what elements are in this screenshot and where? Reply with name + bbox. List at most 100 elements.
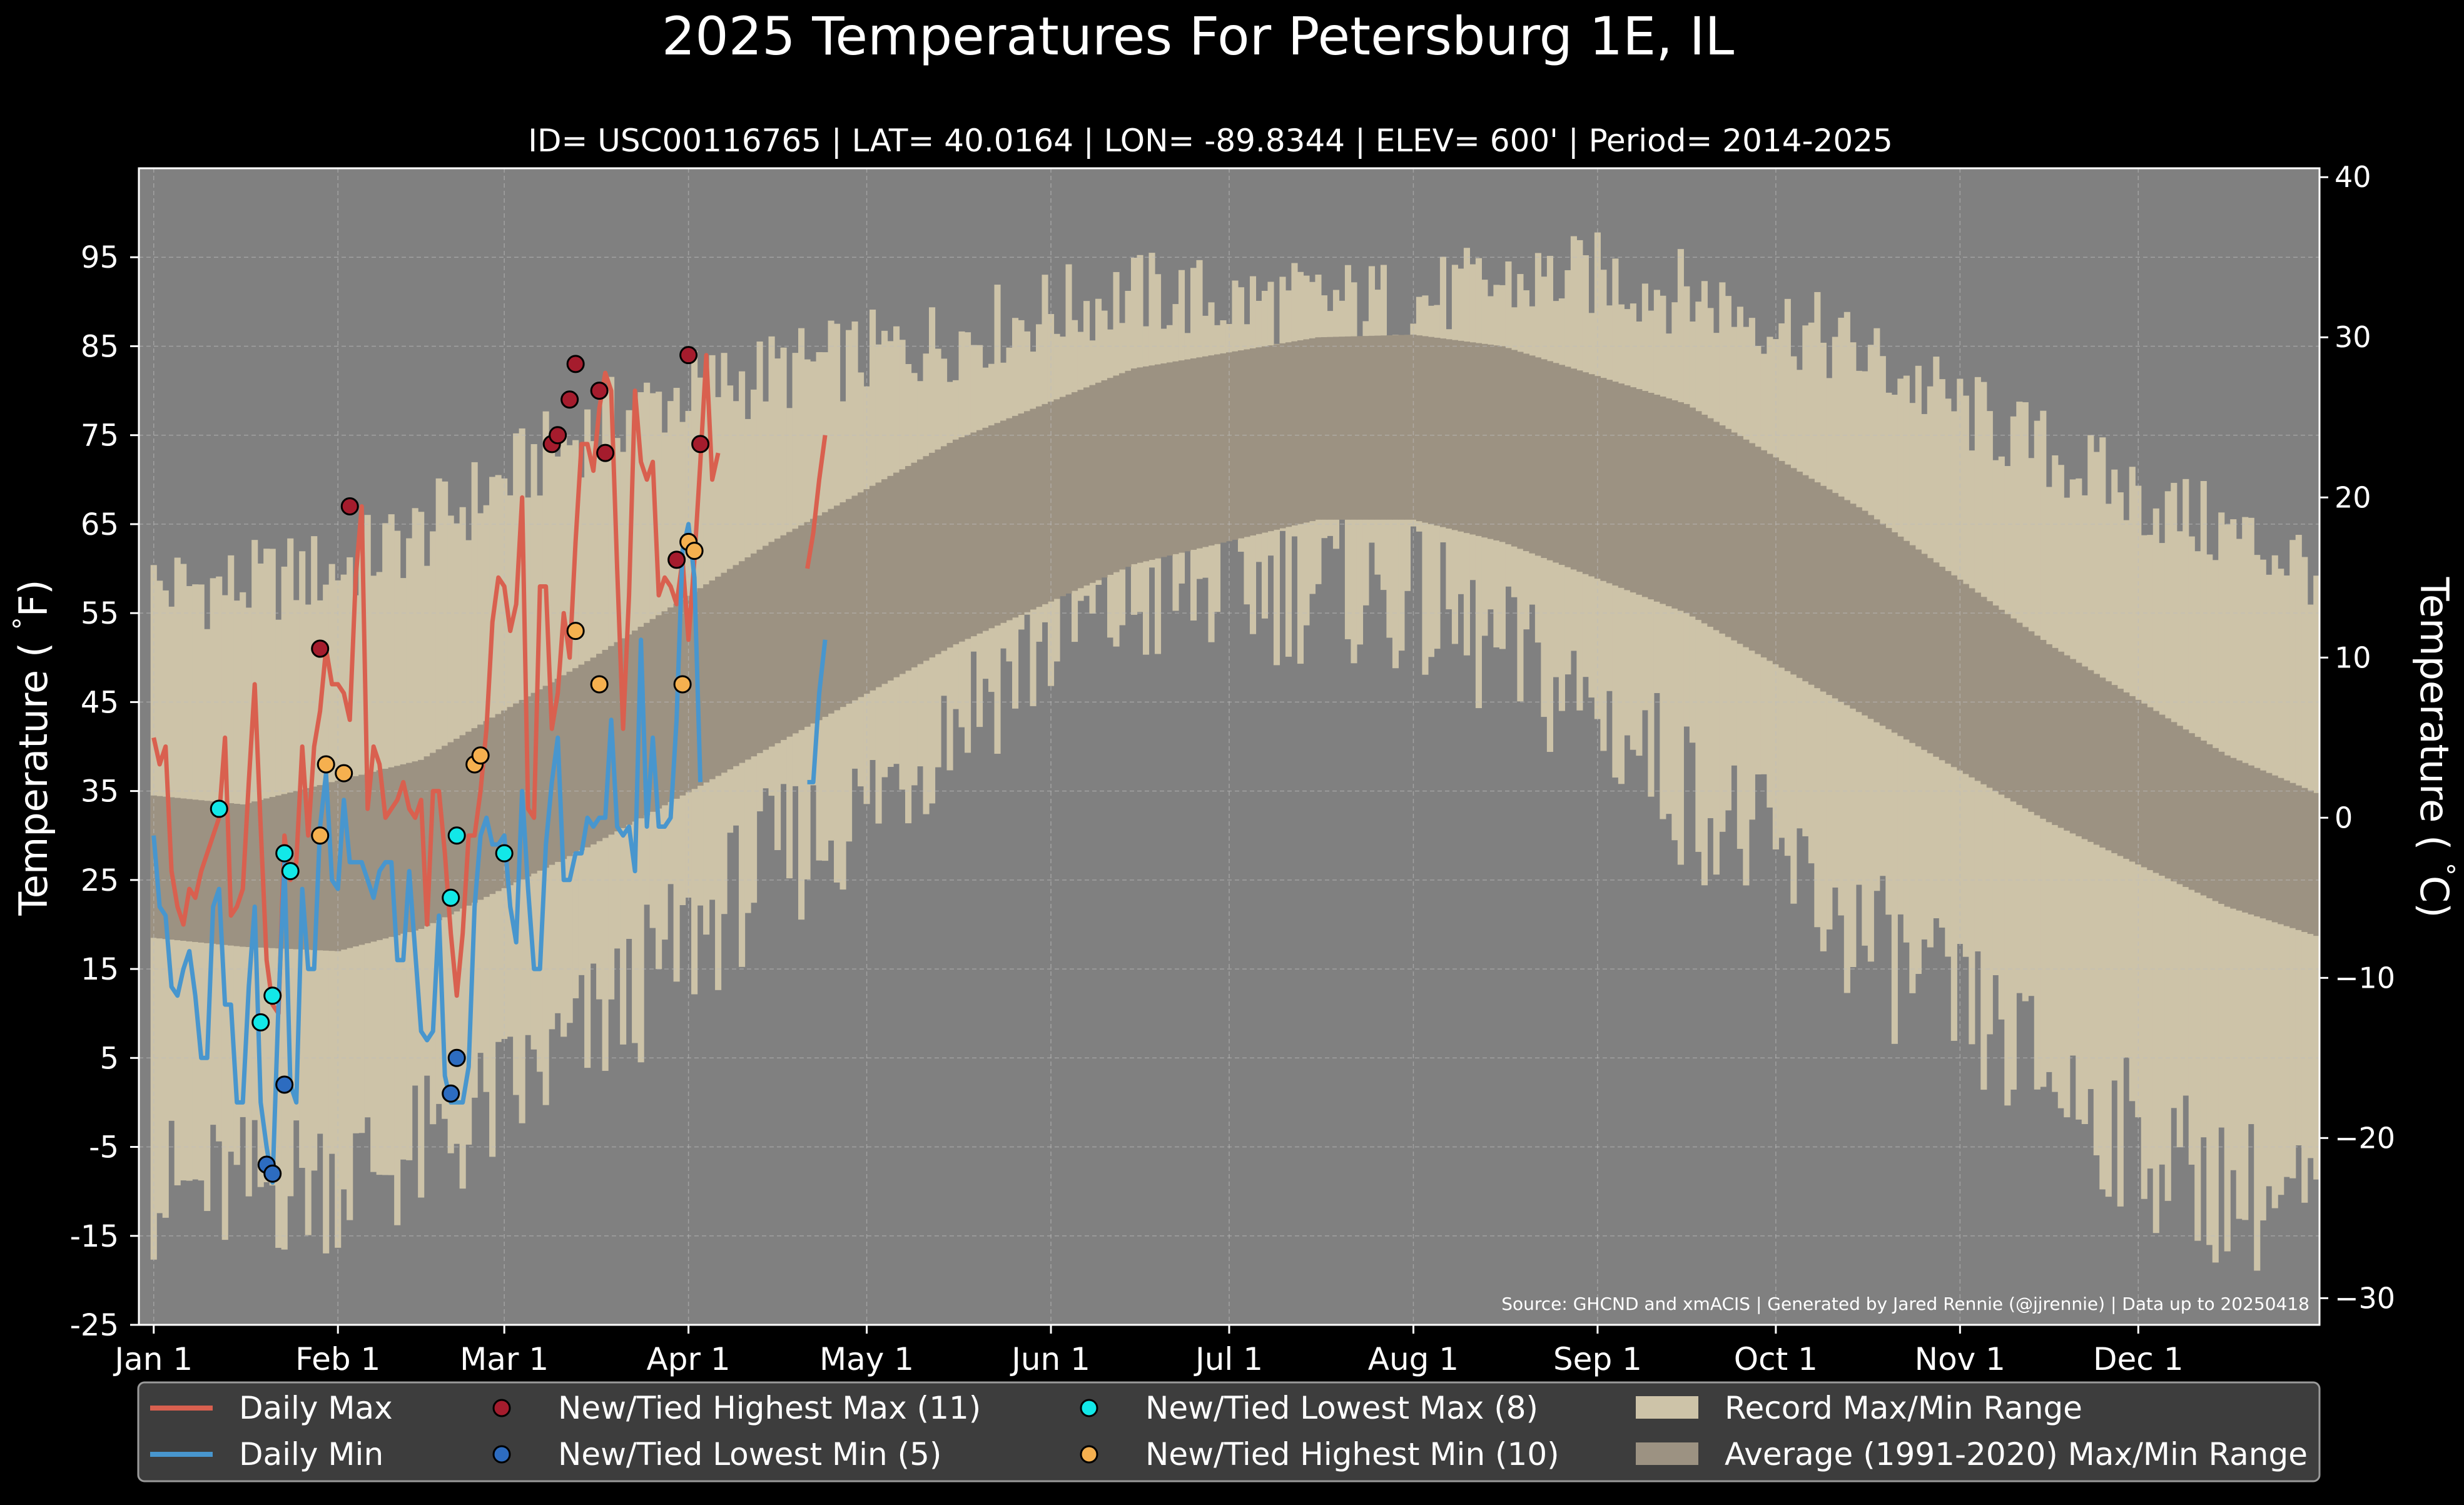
average-range-bar (2052, 647, 2059, 825)
average-range-bar (1469, 342, 1476, 535)
average-range-bar (1576, 370, 1583, 572)
average-range-bar (1023, 411, 1031, 612)
average-range-bar (1820, 485, 1827, 692)
average-range-bar (1077, 390, 1084, 589)
average-range-bar (2057, 651, 2064, 828)
average-range-bar (251, 801, 258, 948)
highest-min-marker (685, 542, 704, 560)
average-range-bar (2289, 783, 2296, 928)
average-range-bar (2278, 778, 2284, 925)
average-range-bar (1380, 335, 1387, 520)
average-range-bar (2212, 747, 2219, 901)
y-tick-label-c: −10 (2335, 961, 2395, 995)
average-range-bar (1214, 354, 1221, 544)
y-tick-label-f: 75 (81, 418, 119, 454)
average-range-bar (887, 475, 894, 681)
y-tick-label-f: 65 (81, 507, 119, 542)
average-range-bar (881, 479, 888, 684)
average-range-bar (721, 572, 728, 773)
average-range-bar (584, 661, 591, 848)
legend-marker-highest-min (1080, 1445, 1098, 1464)
highest-min-marker (471, 746, 490, 765)
average-range-bar (2016, 622, 2023, 805)
average-range-bar (1321, 337, 1328, 520)
average-range-bar (1059, 397, 1067, 597)
average-range-bar (1927, 558, 1934, 754)
average-range-bar (858, 492, 864, 697)
average-range-bar (1969, 588, 1975, 778)
average-range-bar (1095, 382, 1102, 580)
average-range-bar (2254, 768, 2261, 917)
average-range-bar (400, 764, 407, 934)
average-range-bar (412, 761, 418, 931)
highest-min-marker (590, 675, 609, 694)
average-range-bar (1130, 368, 1138, 564)
average-range-bar (1564, 367, 1571, 567)
average-range-bar (1416, 335, 1423, 522)
average-range-bar (1862, 510, 1868, 716)
axis-label-text: C) (2411, 876, 2457, 918)
average-range-bar (311, 786, 318, 950)
average-range-bar (245, 803, 252, 947)
average-range-bar (1689, 407, 1696, 617)
average-range-bar (899, 469, 906, 674)
average-range-bar (1713, 422, 1720, 631)
highest-max-marker (691, 435, 710, 454)
average-range-bar (1855, 507, 1862, 712)
average-range-bar (905, 466, 912, 671)
y-tick-label-c: −30 (2335, 1281, 2395, 1315)
average-range-bar (1517, 352, 1524, 549)
average-range-bar (667, 607, 674, 803)
daily-max-line-segment (805, 435, 828, 569)
highest-min-marker (317, 755, 335, 774)
y-tick-label-f: -25 (70, 1308, 119, 1343)
x-tick-label: Dec 1 (2093, 1341, 2183, 1377)
average-range-bar (1434, 337, 1441, 526)
average-range-bar (2111, 685, 2118, 853)
average-range-bar (2171, 722, 2178, 881)
daily-max-line (151, 353, 721, 1016)
average-range-bar (174, 798, 181, 941)
y-tick-label-f: 85 (81, 329, 119, 364)
average-range-bar (917, 459, 924, 664)
average-range-bar (1606, 380, 1613, 584)
average-range-bar (1558, 365, 1565, 565)
average-range-bar (186, 799, 193, 941)
average-range-bar (620, 638, 627, 828)
average-range-bar (1392, 335, 1399, 520)
average-range-bar (1838, 496, 1845, 702)
average-range-bar (1493, 345, 1500, 540)
lowest-max-marker (263, 986, 282, 1005)
legend-box (137, 1381, 2321, 1482)
average-range-bar (1618, 383, 1625, 588)
average-range-bar (2135, 699, 2142, 864)
average-range-bar (875, 482, 882, 687)
average-range-bar (1945, 570, 1952, 764)
legend-marker-highest-max (492, 1399, 511, 1417)
average-range-bar (798, 525, 805, 731)
average-range-bar (542, 686, 549, 868)
average-range-bar (1232, 351, 1239, 540)
average-range-bar (1974, 592, 1981, 781)
average-range-bar (162, 796, 169, 940)
average-range-bar (471, 728, 478, 903)
average-range-bar (644, 622, 651, 816)
average-range-bar (709, 580, 716, 779)
daily-min-line (151, 522, 703, 1185)
average-range-bar (988, 425, 995, 629)
average-range-bar (1867, 515, 1874, 719)
average-range-bar (1873, 519, 1880, 722)
average-range-bar (1790, 468, 1797, 675)
average-range-bar (2147, 707, 2154, 870)
average-range-bar (1261, 346, 1269, 533)
legend-label-highest-max: New/Tied Highest Max (11) (558, 1390, 981, 1426)
average-range-bar (846, 499, 853, 704)
average-range-bar (1166, 362, 1174, 556)
lowest-max-marker (275, 844, 294, 863)
average-range-bar (1113, 375, 1120, 572)
average-range-bar (774, 539, 781, 744)
average-range-bar (388, 767, 395, 937)
lowest-max-marker (251, 1013, 270, 1031)
average-range-bar (1784, 464, 1791, 671)
average-range-bar (1398, 335, 1405, 520)
